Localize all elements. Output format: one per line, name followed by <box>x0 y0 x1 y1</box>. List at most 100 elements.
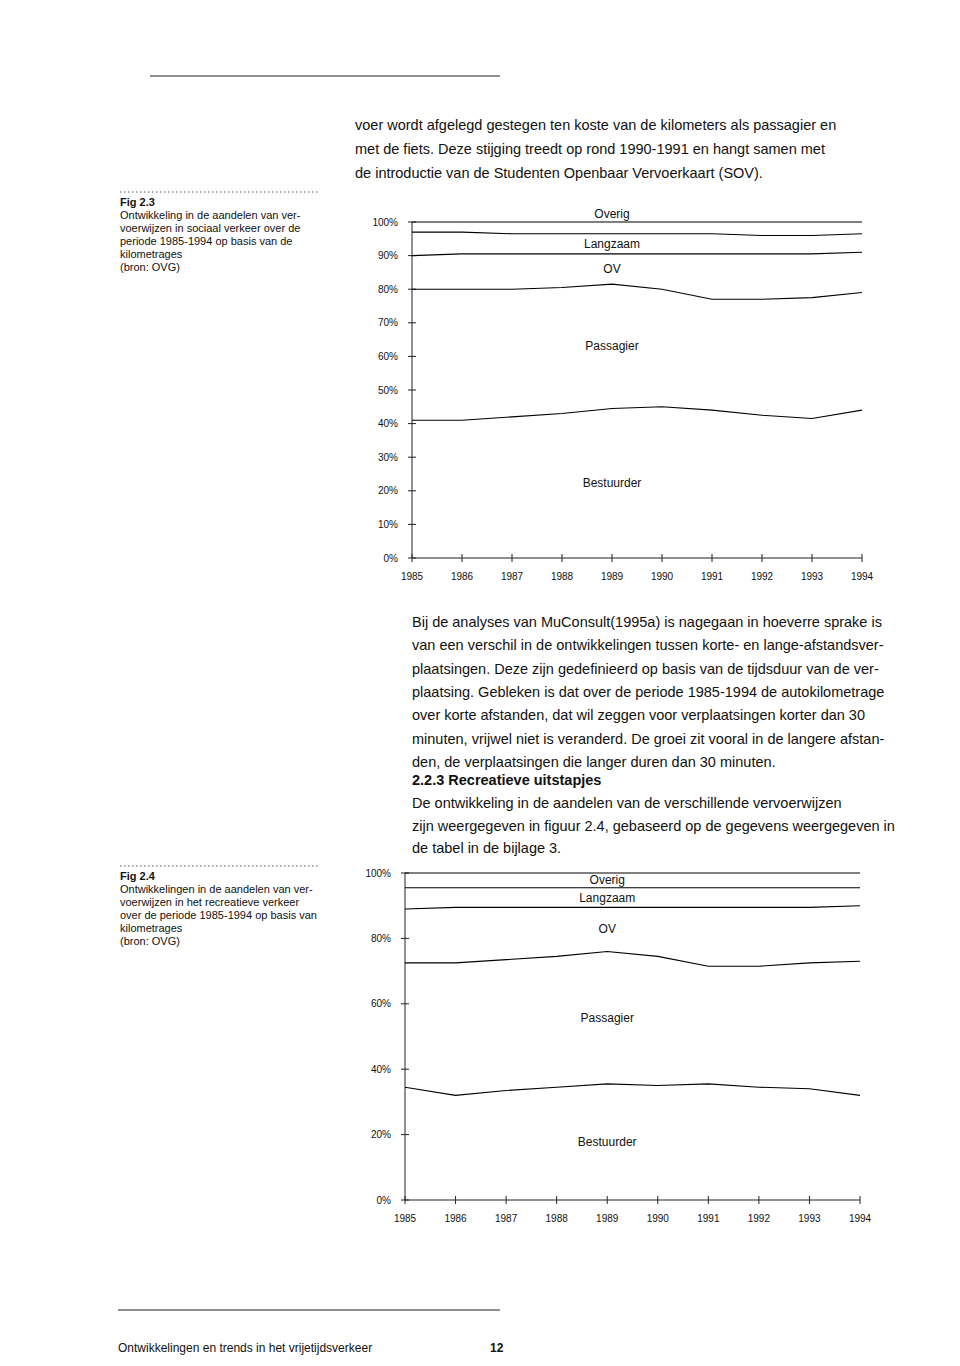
y-tick-label: 80% <box>378 284 398 295</box>
y-tick <box>401 1134 409 1135</box>
footer-title: Ontwikkelingen en trends in het vrijetij… <box>118 1341 372 1355</box>
x-tick <box>712 554 713 562</box>
figure-caption: over de periode 1985-1994 op basis van <box>120 909 317 921</box>
x-tick <box>812 554 813 562</box>
series-label: Passagier <box>585 339 638 353</box>
y-tick-label: 100% <box>365 868 391 879</box>
y-tick-label: 80% <box>371 933 391 944</box>
x-tick-label: 1986 <box>451 571 474 582</box>
y-tick-label: 30% <box>378 452 398 463</box>
figure-number: Fig 2.3 <box>120 196 155 208</box>
x-tick-label: 1990 <box>651 571 674 582</box>
y-tick <box>401 1003 409 1004</box>
area-boundary <box>412 232 862 235</box>
plot-area <box>412 222 862 420</box>
caption-rule <box>120 866 320 867</box>
intro-text: de introductie van de Studenten Openbaar… <box>355 165 763 181</box>
y-tick-label: 90% <box>378 250 398 261</box>
area-boundary <box>412 252 862 255</box>
body-text: De ontwikkeling in de aandelen van de ve… <box>412 795 842 811</box>
y-tick-label: 70% <box>378 317 398 328</box>
page-number: 12 <box>490 1341 504 1355</box>
y-tick-label: 100% <box>372 217 398 228</box>
x-tick-label: 1989 <box>601 571 624 582</box>
series-label: Langzaam <box>579 891 635 905</box>
x-tick-label: 1993 <box>798 1213 821 1224</box>
y-tick <box>408 457 416 458</box>
y-tick-label: 60% <box>378 351 398 362</box>
background <box>0 0 960 1366</box>
x-tick-label: 1987 <box>501 571 524 582</box>
figure-caption: kilometrages <box>120 922 183 934</box>
section-heading: 2.2.3 Recreatieve uitstapjes <box>412 772 601 788</box>
area-boundary <box>405 951 860 966</box>
figure-caption: (bron: OVG) <box>120 261 180 273</box>
area-boundary <box>412 407 862 420</box>
x-tick-label: 1992 <box>751 571 774 582</box>
y-tick-label: 60% <box>371 998 391 1009</box>
x-tick-label: 1985 <box>394 1213 417 1224</box>
y-tick-label: 40% <box>371 1064 391 1075</box>
chart: 0%10%20%30%40%50%60%70%80%90%100%1985198… <box>372 207 873 582</box>
x-tick-label: 1989 <box>596 1213 619 1224</box>
footer-rule <box>118 1309 500 1310</box>
y-axis <box>405 873 406 1200</box>
x-tick <box>662 554 663 562</box>
x-tick <box>412 554 413 562</box>
body-text: zijn weergegeven in figuur 2.4, gebaseer… <box>412 818 895 834</box>
figure-caption: (bron: OVG) <box>120 935 180 947</box>
x-tick <box>708 1196 709 1204</box>
body-text: minuten, vrijwel niet is veranderd. De g… <box>412 731 884 747</box>
series-label: Bestuurder <box>578 1135 637 1149</box>
x-tick <box>862 554 863 562</box>
x-axis <box>412 558 862 559</box>
body-text: de tabel in de bijlage 3. <box>412 840 561 856</box>
body-text: den, de verplaatsingen die langer duren … <box>412 754 776 770</box>
series-label: Langzaam <box>584 237 640 251</box>
y-tick <box>408 423 416 424</box>
body-text: van een verschil in de ontwikkelingen tu… <box>412 637 884 653</box>
x-tick-label: 1992 <box>748 1213 771 1224</box>
intro-text: voer wordt afgelegd gestegen ten koste v… <box>355 117 836 133</box>
body-text: Bij de analyses van MuConsult(1995a) is … <box>412 614 882 630</box>
page: voer wordt afgelegd gestegen ten koste v… <box>0 0 960 1366</box>
series-label: OV <box>603 262 620 276</box>
y-tick-label: 0% <box>384 553 399 564</box>
series-label: Overig <box>594 207 629 221</box>
x-tick-label: 1986 <box>444 1213 467 1224</box>
x-tick <box>506 1196 507 1204</box>
y-tick <box>408 490 416 491</box>
chart: 0%20%40%60%80%100%1985198619871988198919… <box>365 868 871 1225</box>
x-tick <box>657 1196 658 1204</box>
figure-caption: Ontwikkeling in de aandelen van ver- <box>120 209 301 221</box>
x-tick <box>455 1196 456 1204</box>
x-tick-label: 1993 <box>801 571 824 582</box>
figure-caption: voerwijzen in sociaal verkeer over de <box>120 222 300 234</box>
x-tick-label: 1990 <box>647 1213 670 1224</box>
y-tick <box>408 524 416 525</box>
area-boundary <box>405 887 860 888</box>
figure-caption: periode 1985-1994 op basis van de <box>120 235 292 247</box>
area-boundary <box>405 906 860 909</box>
x-tick <box>607 1196 608 1204</box>
x-tick <box>562 554 563 562</box>
x-tick-label: 1987 <box>495 1213 518 1224</box>
series-label: Overig <box>590 873 625 887</box>
x-tick <box>860 1196 861 1204</box>
x-tick <box>405 1196 406 1204</box>
y-tick <box>408 390 416 391</box>
x-tick <box>762 554 763 562</box>
y-tick-label: 0% <box>377 1195 392 1206</box>
series-label: OV <box>599 922 616 936</box>
x-tick-label: 1994 <box>851 571 874 582</box>
x-tick <box>809 1196 810 1204</box>
area-boundary <box>412 221 862 222</box>
x-axis <box>405 1200 860 1201</box>
y-tick-label: 40% <box>378 418 398 429</box>
y-tick-label: 20% <box>371 1129 391 1140</box>
plot-area <box>405 873 860 1095</box>
x-tick <box>556 1196 557 1204</box>
x-tick-label: 1991 <box>701 571 724 582</box>
y-tick-label: 50% <box>378 385 398 396</box>
x-tick <box>462 554 463 562</box>
